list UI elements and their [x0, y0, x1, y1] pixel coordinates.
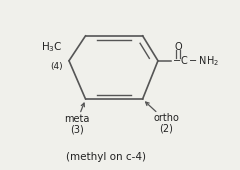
Text: meta: meta [65, 114, 90, 124]
Text: $\mathsf{-C-NH_2}$: $\mathsf{-C-NH_2}$ [172, 54, 219, 68]
Text: O: O [174, 41, 182, 52]
Text: (2): (2) [159, 123, 173, 133]
Text: (4): (4) [50, 62, 63, 71]
Text: $\mathsf{H_3C}$: $\mathsf{H_3C}$ [42, 40, 63, 54]
Text: (methyl on c-4): (methyl on c-4) [66, 152, 146, 162]
Text: ortho: ortho [153, 113, 179, 123]
Text: (3): (3) [70, 124, 84, 134]
